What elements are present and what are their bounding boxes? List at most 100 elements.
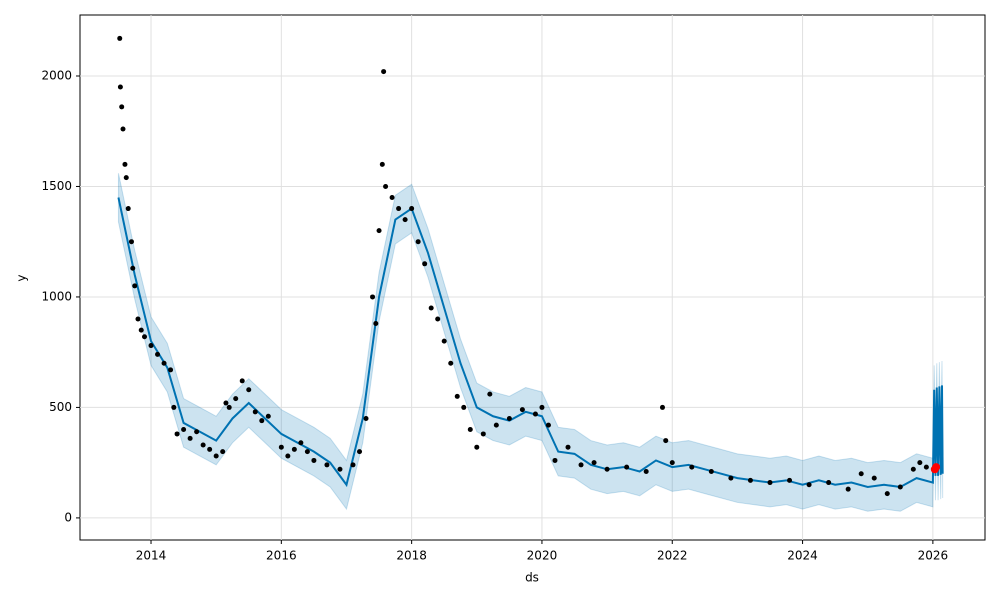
observed-point — [265, 413, 271, 419]
observed-point — [311, 457, 317, 463]
observed-point — [858, 471, 864, 477]
observed-point — [428, 305, 434, 311]
observed-point — [454, 393, 460, 399]
observed-point — [125, 206, 131, 212]
observed-point — [155, 351, 161, 357]
observed-point — [200, 442, 206, 448]
observed-point — [728, 475, 734, 481]
observed-point — [659, 404, 665, 410]
observed-point — [493, 422, 499, 428]
observed-point — [689, 464, 695, 470]
observed-point — [252, 409, 258, 415]
uncertainty-band — [117, 173, 944, 512]
y-tick-label: 1000 — [41, 289, 72, 303]
y-tick-label: 1500 — [41, 179, 72, 193]
observed-point — [604, 466, 610, 472]
observed-point — [806, 482, 812, 488]
observed-point — [207, 446, 213, 452]
observed-point — [506, 415, 512, 421]
y-tick-label: 2000 — [41, 68, 72, 82]
observed-point — [174, 431, 180, 437]
observed-point — [148, 343, 154, 349]
y-axis-label: y — [15, 274, 29, 281]
observed-point — [119, 104, 125, 110]
observed-point — [128, 239, 134, 245]
observed-point — [435, 316, 441, 322]
observed-point — [897, 484, 903, 490]
observed-point — [117, 84, 123, 90]
observed-point — [142, 334, 148, 340]
y-tick-label: 500 — [49, 400, 72, 414]
observed-point — [370, 294, 376, 300]
observed-point — [337, 466, 343, 472]
observed-point — [917, 460, 923, 466]
observed-point — [441, 338, 447, 344]
observed-point — [213, 453, 219, 459]
observed-point — [373, 320, 379, 326]
x-tick-label: 2024 — [787, 549, 818, 563]
observed-point — [669, 460, 675, 466]
x-tick-label: 2022 — [657, 549, 688, 563]
observed-point — [168, 367, 174, 373]
observed-point — [246, 387, 252, 393]
observed-point — [663, 438, 669, 444]
observed-point — [422, 261, 428, 267]
highlight-point — [932, 463, 941, 472]
observed-point — [239, 378, 245, 384]
observed-point — [461, 404, 467, 410]
x-tick-label: 2018 — [396, 549, 427, 563]
observed-point — [845, 486, 851, 492]
observed-point — [578, 462, 584, 468]
observed-point — [389, 195, 395, 201]
observed-point — [448, 360, 454, 366]
x-tick-label: 2026 — [918, 549, 949, 563]
observed-point — [910, 466, 916, 472]
observed-point — [402, 217, 408, 223]
observed-point — [415, 239, 421, 245]
observed-point — [132, 283, 138, 289]
observed-point — [226, 404, 232, 410]
observed-point — [467, 427, 473, 433]
observed-point — [130, 265, 136, 271]
observed-point — [871, 475, 877, 481]
observed-point — [552, 457, 558, 463]
observed-point — [187, 435, 193, 441]
observed-point — [120, 126, 126, 132]
observed-point — [519, 407, 525, 413]
observed-point — [480, 431, 486, 437]
observed-point — [643, 469, 649, 475]
x-tick-label: 2020 — [527, 549, 558, 563]
observed-point — [357, 449, 363, 455]
observed-point — [545, 422, 551, 428]
observed-point — [324, 462, 330, 468]
observed-point — [122, 161, 128, 167]
observed-point — [383, 183, 389, 189]
y-tick-label: 0 — [64, 510, 72, 524]
observed-point — [135, 316, 141, 322]
observed-point — [117, 35, 123, 41]
observed-point — [381, 69, 387, 75]
observed-point — [376, 228, 382, 234]
observed-point — [259, 418, 265, 424]
observed-point — [474, 444, 480, 450]
observed-point — [487, 391, 493, 397]
observed-point — [532, 411, 538, 417]
observed-point — [747, 477, 753, 483]
observed-point — [223, 400, 229, 406]
observed-point — [708, 469, 714, 475]
x-tick-label: 2014 — [136, 549, 167, 563]
x-axis-label: ds — [525, 571, 539, 585]
observed-point — [826, 480, 832, 486]
observed-point — [787, 477, 793, 483]
observed-point — [565, 444, 571, 450]
forecast-line — [117, 197, 944, 489]
observed-point — [291, 446, 297, 452]
observed-point — [181, 427, 187, 433]
observed-point — [220, 449, 226, 455]
observed-point — [539, 404, 545, 410]
observed-point — [350, 462, 356, 468]
observed-point — [923, 464, 929, 470]
observed-point — [304, 449, 310, 455]
